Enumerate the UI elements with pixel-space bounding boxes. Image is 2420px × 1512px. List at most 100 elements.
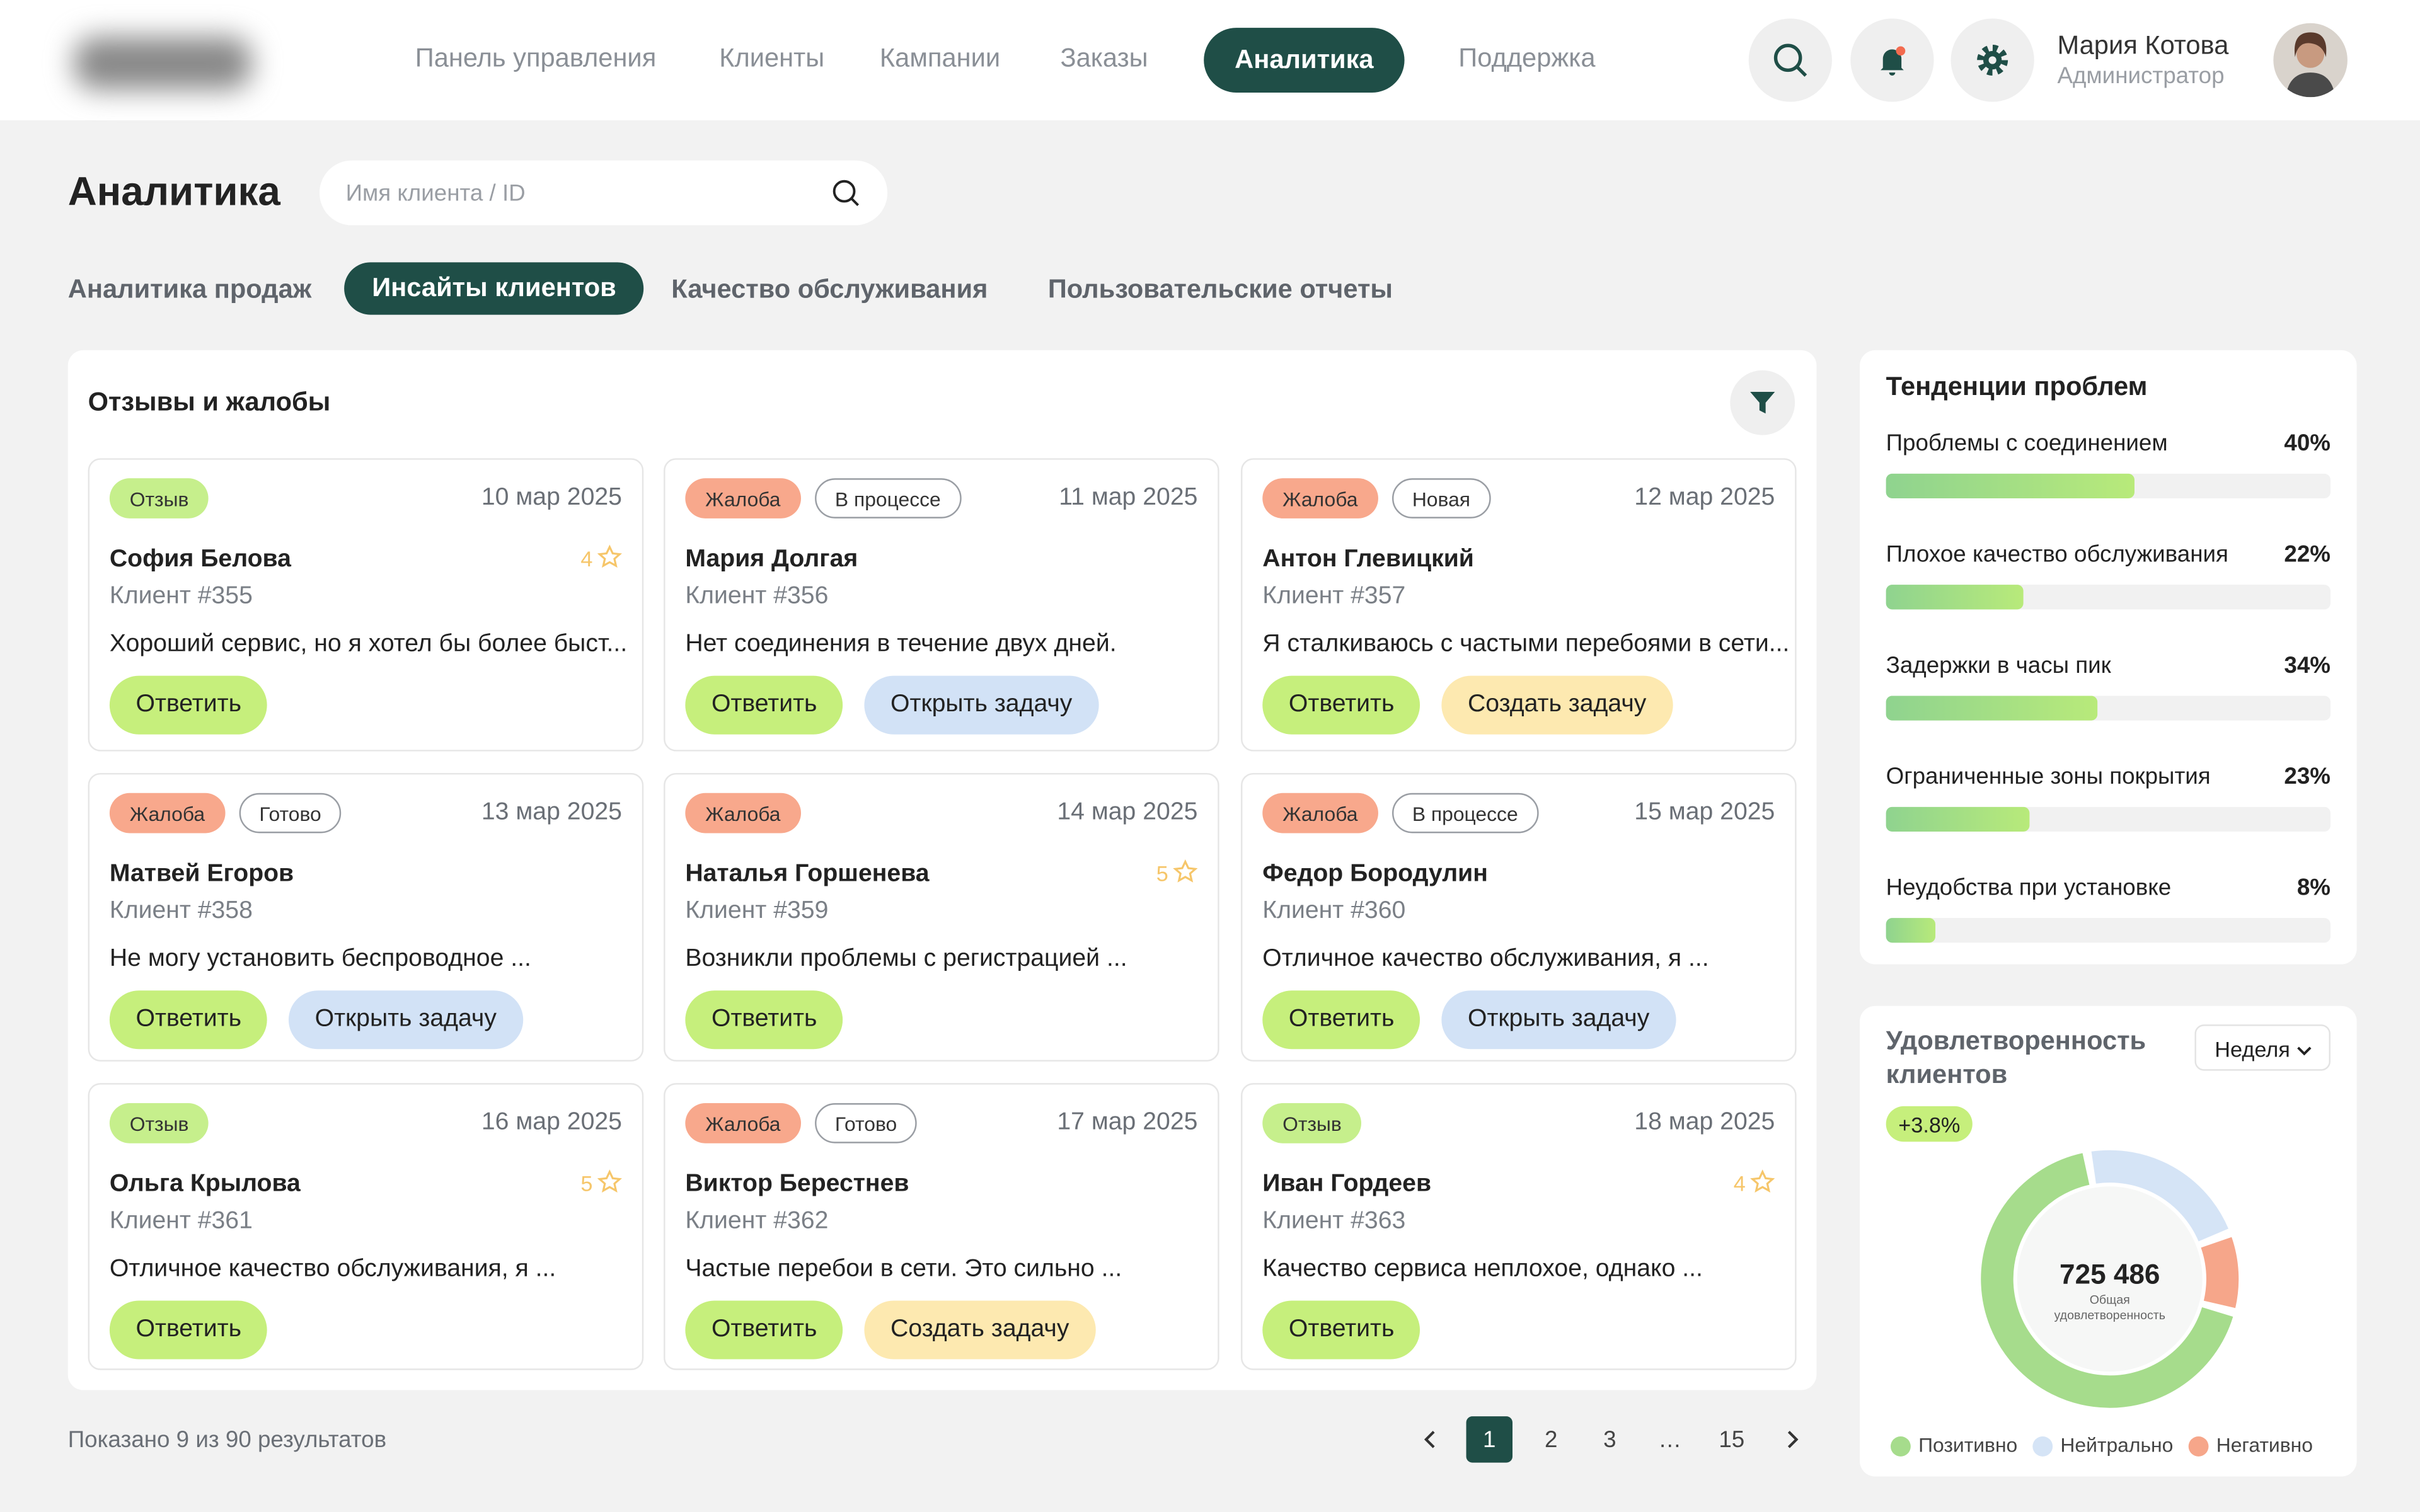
card-button[interactable]: Ответить <box>685 990 844 1050</box>
card-button[interactable]: Открыть задачу <box>864 675 1099 735</box>
card-date: 14 мар 2025 <box>1057 799 1198 826</box>
prev-page[interactable] <box>1420 1429 1441 1450</box>
legend-label: Негативно <box>2216 1433 2313 1457</box>
client-id: Клиент #359 <box>685 898 829 924</box>
status: В процессе <box>1392 793 1538 833</box>
nav-item-active[interactable]: Аналитика <box>1204 28 1405 93</box>
legend-dot <box>2032 1436 2053 1457</box>
trend-bar <box>1886 918 1936 943</box>
feedback-card: Жалоба Новая 12 мар 2025 Антон Глевицкий Кли… <box>1240 458 1797 752</box>
page-link[interactable]: 15 <box>1719 1426 1745 1453</box>
page-current[interactable]: 1 <box>1466 1416 1513 1463</box>
status: В процессе <box>815 478 961 518</box>
page-link[interactable]: … <box>1658 1426 1682 1453</box>
client-id: Клиент #362 <box>685 1208 829 1235</box>
notification-button[interactable] <box>1850 18 1934 102</box>
feedback-panel: Отзывы и жалобы Отзыв 10 мар 2025 София Бел… <box>67 350 1817 1390</box>
tag: Жалоба <box>685 1103 801 1143</box>
card-button[interactable]: Ответить <box>1262 1300 1421 1360</box>
card-text: Не могу установить беспроводное ... <box>109 946 531 972</box>
page-link[interactable]: 3 <box>1603 1426 1616 1453</box>
client-name: Ольга Крылова <box>109 1171 301 1198</box>
trend-bar <box>1886 696 2098 721</box>
period-dropdown[interactable]: Неделя <box>2194 1024 2331 1071</box>
rating: 4 <box>1733 1171 1746 1196</box>
tag: Отзыв <box>109 478 209 518</box>
card-button[interactable]: Открыть задачу <box>1441 990 1676 1050</box>
logo <box>74 37 252 90</box>
card-button[interactable]: Открыть задачу <box>288 990 523 1050</box>
nav-item[interactable]: Клиенты <box>719 43 825 73</box>
period-label: Неделя <box>2215 1036 2290 1062</box>
card-button[interactable]: Создать задачу <box>864 1300 1096 1360</box>
nav-item[interactable]: Панель управления <box>415 43 657 73</box>
search-box[interactable]: Имя клиента / ID <box>319 160 888 226</box>
feedback-card: Жалоба 14 мар 2025 Наталья Горшенева Клиент… <box>664 772 1219 1062</box>
filter-button[interactable] <box>1730 370 1795 435</box>
trend-value: 8% <box>2296 874 2331 902</box>
card-text: Частые перебои в сети. Это сильно ... <box>685 1256 1122 1283</box>
feedback-card: Отзыв 10 мар 2025 София Белова Клиент #355 4… <box>88 458 644 752</box>
tab[interactable]: Аналитика продаж <box>67 274 312 304</box>
trend-bar <box>1886 806 2029 832</box>
card-text: Отличное качество обслуживания, я ... <box>109 1256 556 1283</box>
next-page[interactable] <box>1781 1429 1802 1450</box>
avatar <box>2273 23 2348 98</box>
tag: Отзыв <box>109 1103 209 1143</box>
card-button[interactable]: Ответить <box>109 990 268 1050</box>
card-button[interactable]: Ответить <box>685 675 844 735</box>
nav-item[interactable]: Поддержка <box>1458 43 1596 73</box>
trend-name: Проблемы с соединением <box>1886 430 2168 457</box>
results-summary: Показано 9 из 90 результатов <box>67 1427 387 1453</box>
card-text: Нет соединения в течение двух дней. <box>685 631 1117 658</box>
rating: 5 <box>1156 861 1168 886</box>
trend-value: 22% <box>2284 541 2331 568</box>
donut-chart <box>1981 1150 2239 1408</box>
search-icon <box>832 179 860 207</box>
card-date: 12 мар 2025 <box>1634 484 1775 511</box>
satisfaction-panel: Удовлетворенность клиентов Неделя +3.8% 725… <box>1860 1005 2357 1477</box>
rating: 5 <box>580 1171 593 1196</box>
card-button[interactable]: Создать задачу <box>1441 675 1673 735</box>
legend-dot <box>2188 1436 2209 1457</box>
page-link[interactable]: 2 <box>1545 1426 1558 1453</box>
trend-track <box>1886 696 2331 721</box>
client-name: Мария Долгая <box>685 546 858 573</box>
client-id: Клиент #363 <box>1262 1208 1406 1235</box>
user-name: Мария Котова <box>2057 30 2229 60</box>
total-caption: Общая удовлетворенность <box>2054 1293 2165 1322</box>
feedback-card: Отзыв 16 мар 2025 Ольга Крылова Клиент #361… <box>88 1083 644 1370</box>
tag: Отзыв <box>1262 1103 1362 1143</box>
trends-title: Тенденции проблем <box>1886 372 2148 401</box>
tab[interactable]: Пользовательские отчеты <box>1047 274 1393 304</box>
trend-value: 40% <box>2284 430 2331 457</box>
card-date: 11 мар 2025 <box>1059 484 1198 511</box>
card-text: Возникли проблемы с регистрацией ... <box>685 946 1127 972</box>
card-button[interactable]: Ответить <box>109 675 268 735</box>
card-button[interactable]: Ответить <box>685 1300 844 1360</box>
card-date: 16 мар 2025 <box>481 1109 622 1136</box>
tag: Жалоба <box>1262 478 1378 518</box>
donut-segment <box>1981 1153 2233 1408</box>
trend-track <box>1886 918 2331 943</box>
card-button[interactable]: Ответить <box>109 1300 268 1360</box>
nav-item[interactable]: Кампании <box>879 43 1001 73</box>
card-date: 18 мар 2025 <box>1634 1109 1775 1136</box>
feedback-card: Жалоба В процессе 11 мар 2025 Мария Долгая К… <box>664 458 1219 752</box>
card-text: Отличное качество обслуживания, я ... <box>1262 946 1709 972</box>
card-text: Я сталкиваюсь с частыми перебоями в сети… <box>1262 631 1790 658</box>
trend-name: Плохое качество обслуживания <box>1886 541 2228 568</box>
settings-button[interactable] <box>1950 18 2034 102</box>
search-button[interactable] <box>1748 18 1832 102</box>
client-name: Наталья Горшенева <box>685 861 930 888</box>
trend-track <box>1886 585 2331 610</box>
tab[interactable]: Качество обслуживания <box>671 274 988 304</box>
search-placeholder: Имя клиента / ID <box>345 180 526 207</box>
nav-item[interactable]: Заказы <box>1060 43 1148 73</box>
trend-track <box>1886 473 2331 499</box>
satisfaction-title: Удовлетворенность клиентов <box>1886 1026 2146 1089</box>
star-icon <box>1750 1169 1775 1194</box>
card-button[interactable]: Ответить <box>1262 675 1421 735</box>
card-button[interactable]: Ответить <box>1262 990 1421 1050</box>
tab-active[interactable]: Инсайты клиентов <box>344 262 644 315</box>
